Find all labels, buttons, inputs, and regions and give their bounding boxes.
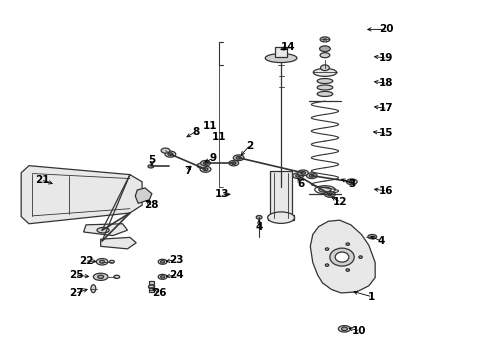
Ellipse shape [93,273,108,280]
Text: 22: 22 [79,256,93,266]
Text: 26: 26 [152,288,166,298]
Ellipse shape [317,91,332,96]
Ellipse shape [325,264,328,266]
Text: 9: 9 [209,153,216,163]
Text: 16: 16 [378,186,392,196]
Ellipse shape [314,186,334,194]
Text: 13: 13 [215,189,229,199]
Ellipse shape [309,174,314,177]
Text: 18: 18 [378,78,392,88]
Ellipse shape [320,53,329,58]
Ellipse shape [197,163,205,168]
Bar [270,171,291,218]
Text: 10: 10 [351,325,366,336]
Text: 11: 11 [211,132,226,142]
Text: 25: 25 [69,270,83,280]
Ellipse shape [329,248,353,266]
Polygon shape [21,166,142,224]
Ellipse shape [300,171,305,174]
Ellipse shape [297,170,308,176]
Text: 11: 11 [203,121,217,131]
Ellipse shape [313,68,336,76]
Bar [274,46,287,57]
Ellipse shape [341,327,346,330]
Polygon shape [101,237,136,249]
Ellipse shape [148,285,154,289]
Ellipse shape [96,258,108,265]
Ellipse shape [348,180,353,183]
Bar [267,215,294,220]
Polygon shape [83,224,127,235]
Text: 27: 27 [69,288,83,298]
Ellipse shape [346,179,356,185]
Ellipse shape [256,216,262,219]
Ellipse shape [109,260,114,263]
Text: 17: 17 [378,103,392,113]
Ellipse shape [317,78,332,84]
Bar [149,281,154,292]
Ellipse shape [338,325,350,332]
Ellipse shape [98,275,103,278]
Text: 5: 5 [148,155,155,165]
Ellipse shape [320,65,329,71]
Ellipse shape [203,162,207,165]
Ellipse shape [267,212,294,224]
Ellipse shape [264,54,296,63]
Ellipse shape [160,275,164,278]
Ellipse shape [324,192,334,197]
Polygon shape [310,220,374,293]
Ellipse shape [367,234,376,239]
Ellipse shape [167,153,172,156]
Ellipse shape [158,259,166,264]
Ellipse shape [236,156,241,159]
Ellipse shape [160,261,164,263]
Text: 7: 7 [184,166,192,176]
Text: 15: 15 [378,129,392,138]
Ellipse shape [100,260,104,263]
Text: 8: 8 [192,127,199,136]
Ellipse shape [295,174,300,177]
Text: 2: 2 [245,141,252,151]
Text: 1: 1 [367,292,374,302]
Ellipse shape [148,165,154,168]
Ellipse shape [164,151,175,157]
Ellipse shape [358,256,362,258]
Ellipse shape [320,37,329,42]
Ellipse shape [327,193,331,196]
Text: 21: 21 [35,175,49,185]
Text: 24: 24 [168,270,183,280]
Ellipse shape [334,252,348,262]
Ellipse shape [91,285,96,293]
Text: 28: 28 [144,200,159,210]
Text: 3: 3 [347,179,355,189]
Ellipse shape [114,275,120,278]
Ellipse shape [228,161,238,166]
Ellipse shape [319,46,330,51]
Ellipse shape [203,168,207,171]
Ellipse shape [158,274,166,279]
Ellipse shape [233,155,244,161]
Text: 20: 20 [378,24,392,35]
Ellipse shape [346,269,349,271]
Ellipse shape [200,166,210,172]
Ellipse shape [231,162,236,165]
Ellipse shape [317,85,332,90]
Text: 4: 4 [377,236,384,246]
Text: 12: 12 [332,197,346,207]
Text: 23: 23 [169,255,183,265]
Polygon shape [135,188,152,203]
Text: 14: 14 [281,42,295,52]
Ellipse shape [325,248,328,250]
Text: 4: 4 [255,222,262,231]
Ellipse shape [161,148,169,153]
Ellipse shape [318,187,330,192]
Text: 19: 19 [378,53,392,63]
Text: 6: 6 [296,179,304,189]
Ellipse shape [306,173,317,179]
Ellipse shape [200,161,210,166]
Ellipse shape [97,228,109,233]
Ellipse shape [292,173,303,179]
Ellipse shape [346,243,349,246]
